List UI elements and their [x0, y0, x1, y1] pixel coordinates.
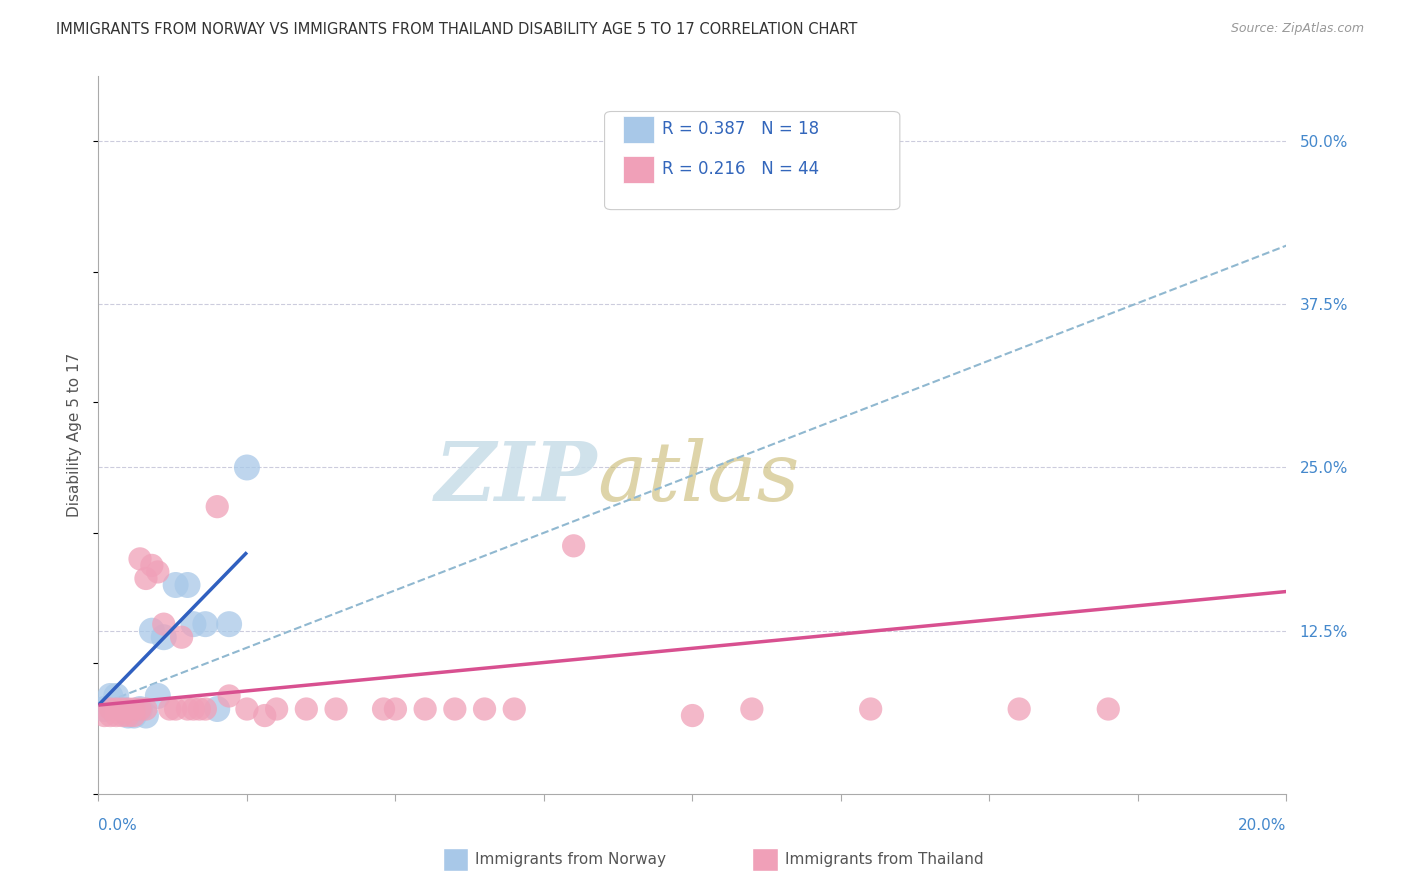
Point: [295, 702, 318, 716]
Point: [183, 617, 205, 632]
Text: Immigrants from Norway: Immigrants from Norway: [475, 853, 666, 867]
Point: [111, 702, 134, 716]
Point: [218, 617, 240, 632]
Point: [741, 702, 763, 716]
Text: Source: ZipAtlas.com: Source: ZipAtlas.com: [1230, 22, 1364, 36]
Point: [152, 617, 174, 632]
Point: [859, 702, 882, 716]
Point: [218, 689, 240, 703]
Point: [135, 702, 157, 716]
Point: [129, 702, 152, 716]
Point: [146, 689, 169, 703]
Text: atlas: atlas: [598, 438, 800, 518]
Point: [236, 702, 259, 716]
Point: [117, 708, 139, 723]
Point: [105, 702, 128, 716]
Text: 0.0%: 0.0%: [98, 818, 138, 832]
Point: [122, 708, 145, 723]
Point: [165, 702, 187, 716]
Point: [413, 702, 436, 716]
Point: [146, 565, 169, 579]
Text: R = 0.216   N = 44: R = 0.216 N = 44: [662, 161, 820, 178]
Point: [1008, 702, 1031, 716]
Point: [129, 552, 152, 566]
Point: [194, 702, 217, 716]
Point: [122, 702, 145, 716]
Point: [474, 702, 496, 716]
Text: R = 0.387   N = 18: R = 0.387 N = 18: [662, 120, 820, 138]
Y-axis label: Disability Age 5 to 17: Disability Age 5 to 17: [67, 352, 83, 517]
Point: [253, 708, 276, 723]
Point: [98, 689, 121, 703]
Point: [443, 702, 465, 716]
Point: [129, 702, 152, 716]
Point: [170, 630, 193, 644]
Point: [141, 624, 163, 638]
Point: [176, 578, 198, 592]
Point: [325, 702, 347, 716]
Point: [207, 500, 229, 514]
Point: [176, 702, 198, 716]
Text: 20.0%: 20.0%: [1239, 818, 1286, 832]
Point: [93, 702, 115, 716]
Point: [122, 708, 145, 723]
Point: [98, 702, 121, 716]
Point: [165, 578, 187, 592]
Text: IMMIGRANTS FROM NORWAY VS IMMIGRANTS FROM THAILAND DISABILITY AGE 5 TO 17 CORREL: IMMIGRANTS FROM NORWAY VS IMMIGRANTS FRO…: [56, 22, 858, 37]
Point: [373, 702, 395, 716]
Point: [117, 708, 139, 723]
Text: ZIP: ZIP: [434, 438, 598, 518]
Point: [111, 708, 134, 723]
Point: [98, 708, 121, 723]
Point: [188, 702, 211, 716]
Point: [135, 571, 157, 585]
Point: [384, 702, 406, 716]
Point: [93, 708, 115, 723]
Point: [562, 539, 585, 553]
Point: [159, 702, 181, 716]
Point: [105, 689, 128, 703]
Point: [236, 460, 259, 475]
Point: [503, 702, 526, 716]
Point: [111, 702, 134, 716]
Point: [152, 630, 174, 644]
Point: [682, 708, 704, 723]
Point: [194, 617, 217, 632]
Point: [105, 708, 128, 723]
Point: [1097, 702, 1119, 716]
Point: [141, 558, 163, 573]
Point: [207, 702, 229, 716]
Point: [117, 702, 139, 716]
Point: [183, 702, 205, 716]
Point: [135, 708, 157, 723]
Text: Immigrants from Thailand: Immigrants from Thailand: [785, 853, 983, 867]
Point: [266, 702, 288, 716]
